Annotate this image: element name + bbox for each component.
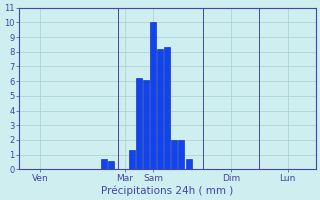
Bar — [186, 159, 192, 169]
Bar — [157, 49, 163, 169]
Bar — [143, 80, 149, 169]
Bar — [101, 159, 107, 169]
Bar — [129, 150, 135, 169]
Bar — [108, 161, 114, 169]
Bar — [164, 47, 170, 169]
Bar — [136, 78, 142, 169]
Bar — [172, 140, 177, 169]
Bar — [179, 140, 185, 169]
Bar — [150, 22, 156, 169]
X-axis label: Précipitations 24h ( mm ): Précipitations 24h ( mm ) — [101, 185, 234, 196]
